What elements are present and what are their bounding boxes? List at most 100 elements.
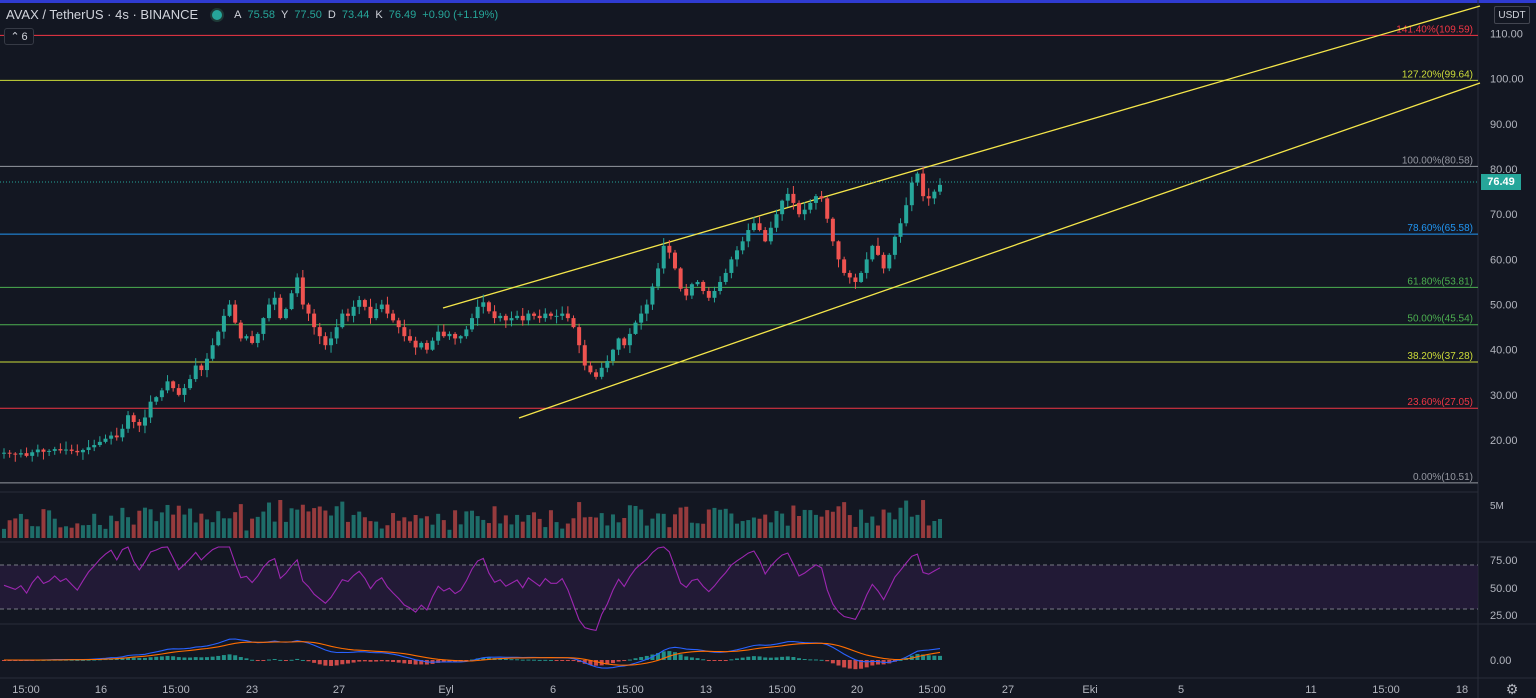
price-tick-label: 50.00 <box>1490 300 1518 312</box>
macd-histogram-bar <box>718 660 723 661</box>
macd-histogram-bar <box>503 658 508 660</box>
price-tick-label: 80.00 <box>1490 164 1518 176</box>
volume-bar <box>126 517 131 538</box>
macd-histogram-bar <box>870 660 875 666</box>
channel-upper-line[interactable] <box>442 5 1481 309</box>
parallel-channel[interactable] <box>442 5 1481 419</box>
indicators-collapse-button[interactable]: ⌃ 6 <box>4 28 34 45</box>
macd-histogram-bar <box>159 656 164 660</box>
macd-histogram-bar <box>639 657 644 660</box>
macd-histogram-bar <box>250 659 255 661</box>
volume-bar <box>368 521 373 538</box>
candle-body <box>509 318 514 321</box>
candle-body <box>126 415 131 429</box>
gear-icon[interactable]: ⚙ <box>1505 681 1519 697</box>
candle-body <box>458 336 463 339</box>
macd-histogram-bar <box>148 657 153 660</box>
macd-histogram-bar <box>774 657 779 660</box>
candle-body <box>407 336 412 341</box>
volume-bar <box>114 521 119 538</box>
price-axis[interactable]: 110.00 100.00 90.00 80.00 70.00 60.00 50.00 40.… <box>1490 29 1524 448</box>
time-tick-label: 15:00 <box>918 684 946 696</box>
macd-histogram-bar <box>329 660 334 666</box>
candle-body <box>661 245 666 269</box>
volume-bar <box>842 502 847 538</box>
fibonacci-retracement[interactable]: 141.40%(109.59) 127.20%(99.64) 100.00%(80.… <box>0 24 1478 484</box>
candle-body <box>605 361 610 368</box>
market-status-dot <box>212 9 223 20</box>
volume-bar <box>2 528 6 538</box>
volume-bar <box>340 501 345 538</box>
candle-body <box>904 205 909 224</box>
volume-bar <box>644 525 649 538</box>
candle-body <box>644 304 649 314</box>
time-tick-label: 5 <box>1178 684 1184 696</box>
macd-histogram-bar <box>644 655 649 660</box>
volume-bar <box>312 508 317 538</box>
volume-bar <box>656 513 661 538</box>
volume-bar <box>424 516 429 538</box>
macd-histogram-bar <box>396 660 401 663</box>
candle-body <box>58 449 63 451</box>
macd-histogram-bar <box>486 657 491 660</box>
time-tick-label: 15:00 <box>768 684 796 696</box>
candle-body <box>334 327 339 339</box>
time-tick-label: 16 <box>95 684 107 696</box>
candle-body <box>543 313 548 319</box>
volume-bar <box>255 516 260 538</box>
candle-body <box>470 318 474 330</box>
candle-body <box>859 272 864 282</box>
candle-body <box>109 435 114 439</box>
volume-bar <box>13 518 18 538</box>
volume-bar <box>402 517 407 538</box>
candle-body <box>768 227 773 242</box>
price-tick-label: 110.00 <box>1490 29 1523 41</box>
macd-histogram-bar <box>577 660 582 663</box>
candle-body <box>165 381 170 391</box>
macd-histogram-bar <box>813 659 818 661</box>
candle-body <box>515 315 520 319</box>
volume-bar <box>92 513 97 538</box>
candle-body <box>926 196 931 199</box>
macd-histogram-bar <box>622 660 627 661</box>
candle-body <box>751 223 756 231</box>
macd-histogram-bar <box>441 660 446 663</box>
indicator-count: 6 <box>21 30 28 43</box>
candle-body <box>75 450 80 453</box>
rsi-tick-label: 75.00 <box>1490 555 1518 567</box>
macd-histogram-bar <box>554 660 559 661</box>
volume-bar <box>7 520 12 538</box>
candle-body <box>447 333 452 337</box>
candle-body <box>80 449 85 453</box>
candle-body <box>588 365 593 373</box>
volume-bar <box>182 514 187 538</box>
fib-level-label: 38.20%(37.28) <box>1407 351 1473 362</box>
low-label: D <box>327 8 336 21</box>
macd-histogram-bar <box>255 660 260 661</box>
macd-histogram-bar <box>842 660 847 668</box>
volume-bar <box>701 523 706 538</box>
volume-bar <box>289 508 294 538</box>
channel-lower-line[interactable] <box>518 82 1481 419</box>
macd-histogram-bar <box>875 660 880 665</box>
candle-body <box>419 342 424 348</box>
currency-button[interactable]: USDT <box>1494 6 1530 24</box>
candle-body <box>532 313 537 316</box>
macd-histogram-bar <box>785 656 790 660</box>
time-axis[interactable]: 15:00 16 15:00 23 27 Eyl 6 15:00 13 15:00 20 15:00 2… <box>12 684 1468 696</box>
macd-histogram-bar <box>498 658 503 660</box>
candle-body <box>97 441 102 446</box>
candle-body <box>921 173 926 197</box>
time-tick-label: 27 <box>333 684 345 696</box>
symbol-title[interactable]: AVAX / TetherUS · 4s · BINANCE <box>6 7 199 22</box>
candle-body <box>148 401 153 418</box>
volume-bar <box>706 509 711 538</box>
candle-body <box>227 304 232 316</box>
volume-bar <box>847 515 852 538</box>
macd-histogram-bar <box>407 660 412 664</box>
candle-body <box>498 315 503 319</box>
macd-histogram-bar <box>616 660 621 662</box>
candle-body <box>633 322 638 334</box>
